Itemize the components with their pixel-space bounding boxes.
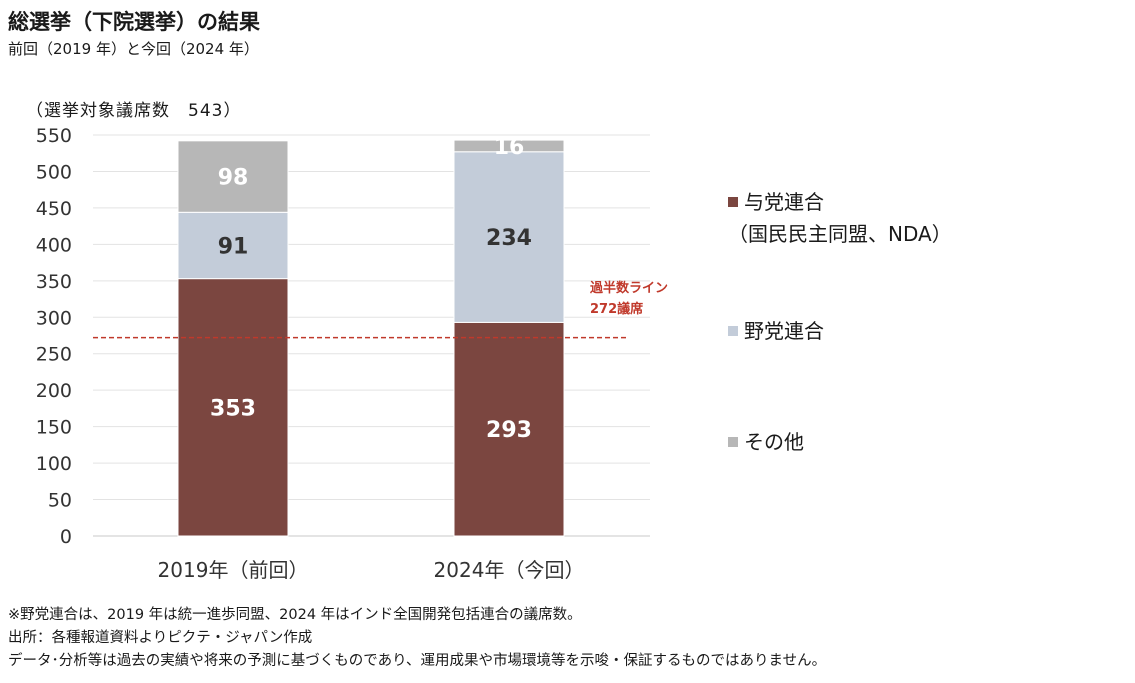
legend-item: その他 xyxy=(728,426,804,458)
legend-item: 野党連合 xyxy=(728,315,824,347)
data-label: 98 xyxy=(218,166,249,191)
bar-segment xyxy=(453,321,565,537)
legend-swatch xyxy=(728,326,738,336)
legend-swatch xyxy=(728,197,738,207)
footnote-opposition: ※野党連合は、2019 年は統一進歩同盟、2024 年はインド全国開発包括連合の… xyxy=(8,607,582,623)
data-label: 293 xyxy=(486,418,532,443)
y-tick-label: 300 xyxy=(36,307,72,329)
chart-subtitle: 前回（2019 年）と今回（2024 年） xyxy=(8,40,259,58)
y-tick-label: 200 xyxy=(36,380,72,402)
stacked-bar-chart: 0 50 100 150 200 250 300 350 400 450 500 550 353 91 98… xyxy=(36,125,668,582)
x-tick-label: 2024年（今回） xyxy=(434,558,585,582)
y-tick-label: 50 xyxy=(48,490,72,512)
y-tick-label: 350 xyxy=(36,271,72,293)
footnote-disclaimer: データ･分析等は過去の実績や将来の予測に基づくものであり、運用成果や市場環境等を… xyxy=(8,653,827,669)
legend-label: 与党連合 xyxy=(744,190,824,214)
footnote-source: 出所：各種報道資料よりピクテ・ジャパン作成 xyxy=(8,630,313,646)
y-tick-label: 150 xyxy=(36,417,72,439)
bar-segment xyxy=(453,139,565,153)
total-seats-note: （選挙対象議席数 543） xyxy=(26,101,242,121)
data-label: 234 xyxy=(486,226,532,251)
legend-label: その他 xyxy=(744,430,804,454)
data-label: 91 xyxy=(218,234,249,259)
data-label: 353 xyxy=(210,396,256,421)
legend-label: 野党連合 xyxy=(744,319,824,343)
x-tick-label: 2019年（前回） xyxy=(158,558,309,582)
bar-segment xyxy=(453,151,565,323)
legend-item: 与党連合 （国民民主同盟、NDA） xyxy=(728,186,952,250)
majority-line-value: 272議席 xyxy=(590,301,643,317)
y-tick-label: 500 xyxy=(36,161,72,183)
y-tick-label: 550 xyxy=(36,125,72,147)
y-tick-label: 100 xyxy=(36,453,72,475)
y-tick-label: 0 xyxy=(60,526,72,548)
chart-title: 総選挙（下院選挙）の結果 xyxy=(8,10,260,34)
y-tick-label: 250 xyxy=(36,344,72,366)
bar-segment xyxy=(177,140,289,213)
legend-swatch xyxy=(728,437,738,447)
y-tick-label: 400 xyxy=(36,234,72,256)
legend-sublabel: （国民民主同盟、NDA） xyxy=(728,222,952,246)
bar-segment xyxy=(177,278,289,537)
bar-segment xyxy=(177,211,289,280)
y-tick-label: 450 xyxy=(36,198,72,220)
footnotes: ※野党連合は、2019 年は統一進歩同盟、2024 年はインド全国開発包括連合の… xyxy=(8,604,826,673)
majority-line-label: 過半数ライン xyxy=(589,280,668,296)
data-label: 16 xyxy=(494,135,525,160)
